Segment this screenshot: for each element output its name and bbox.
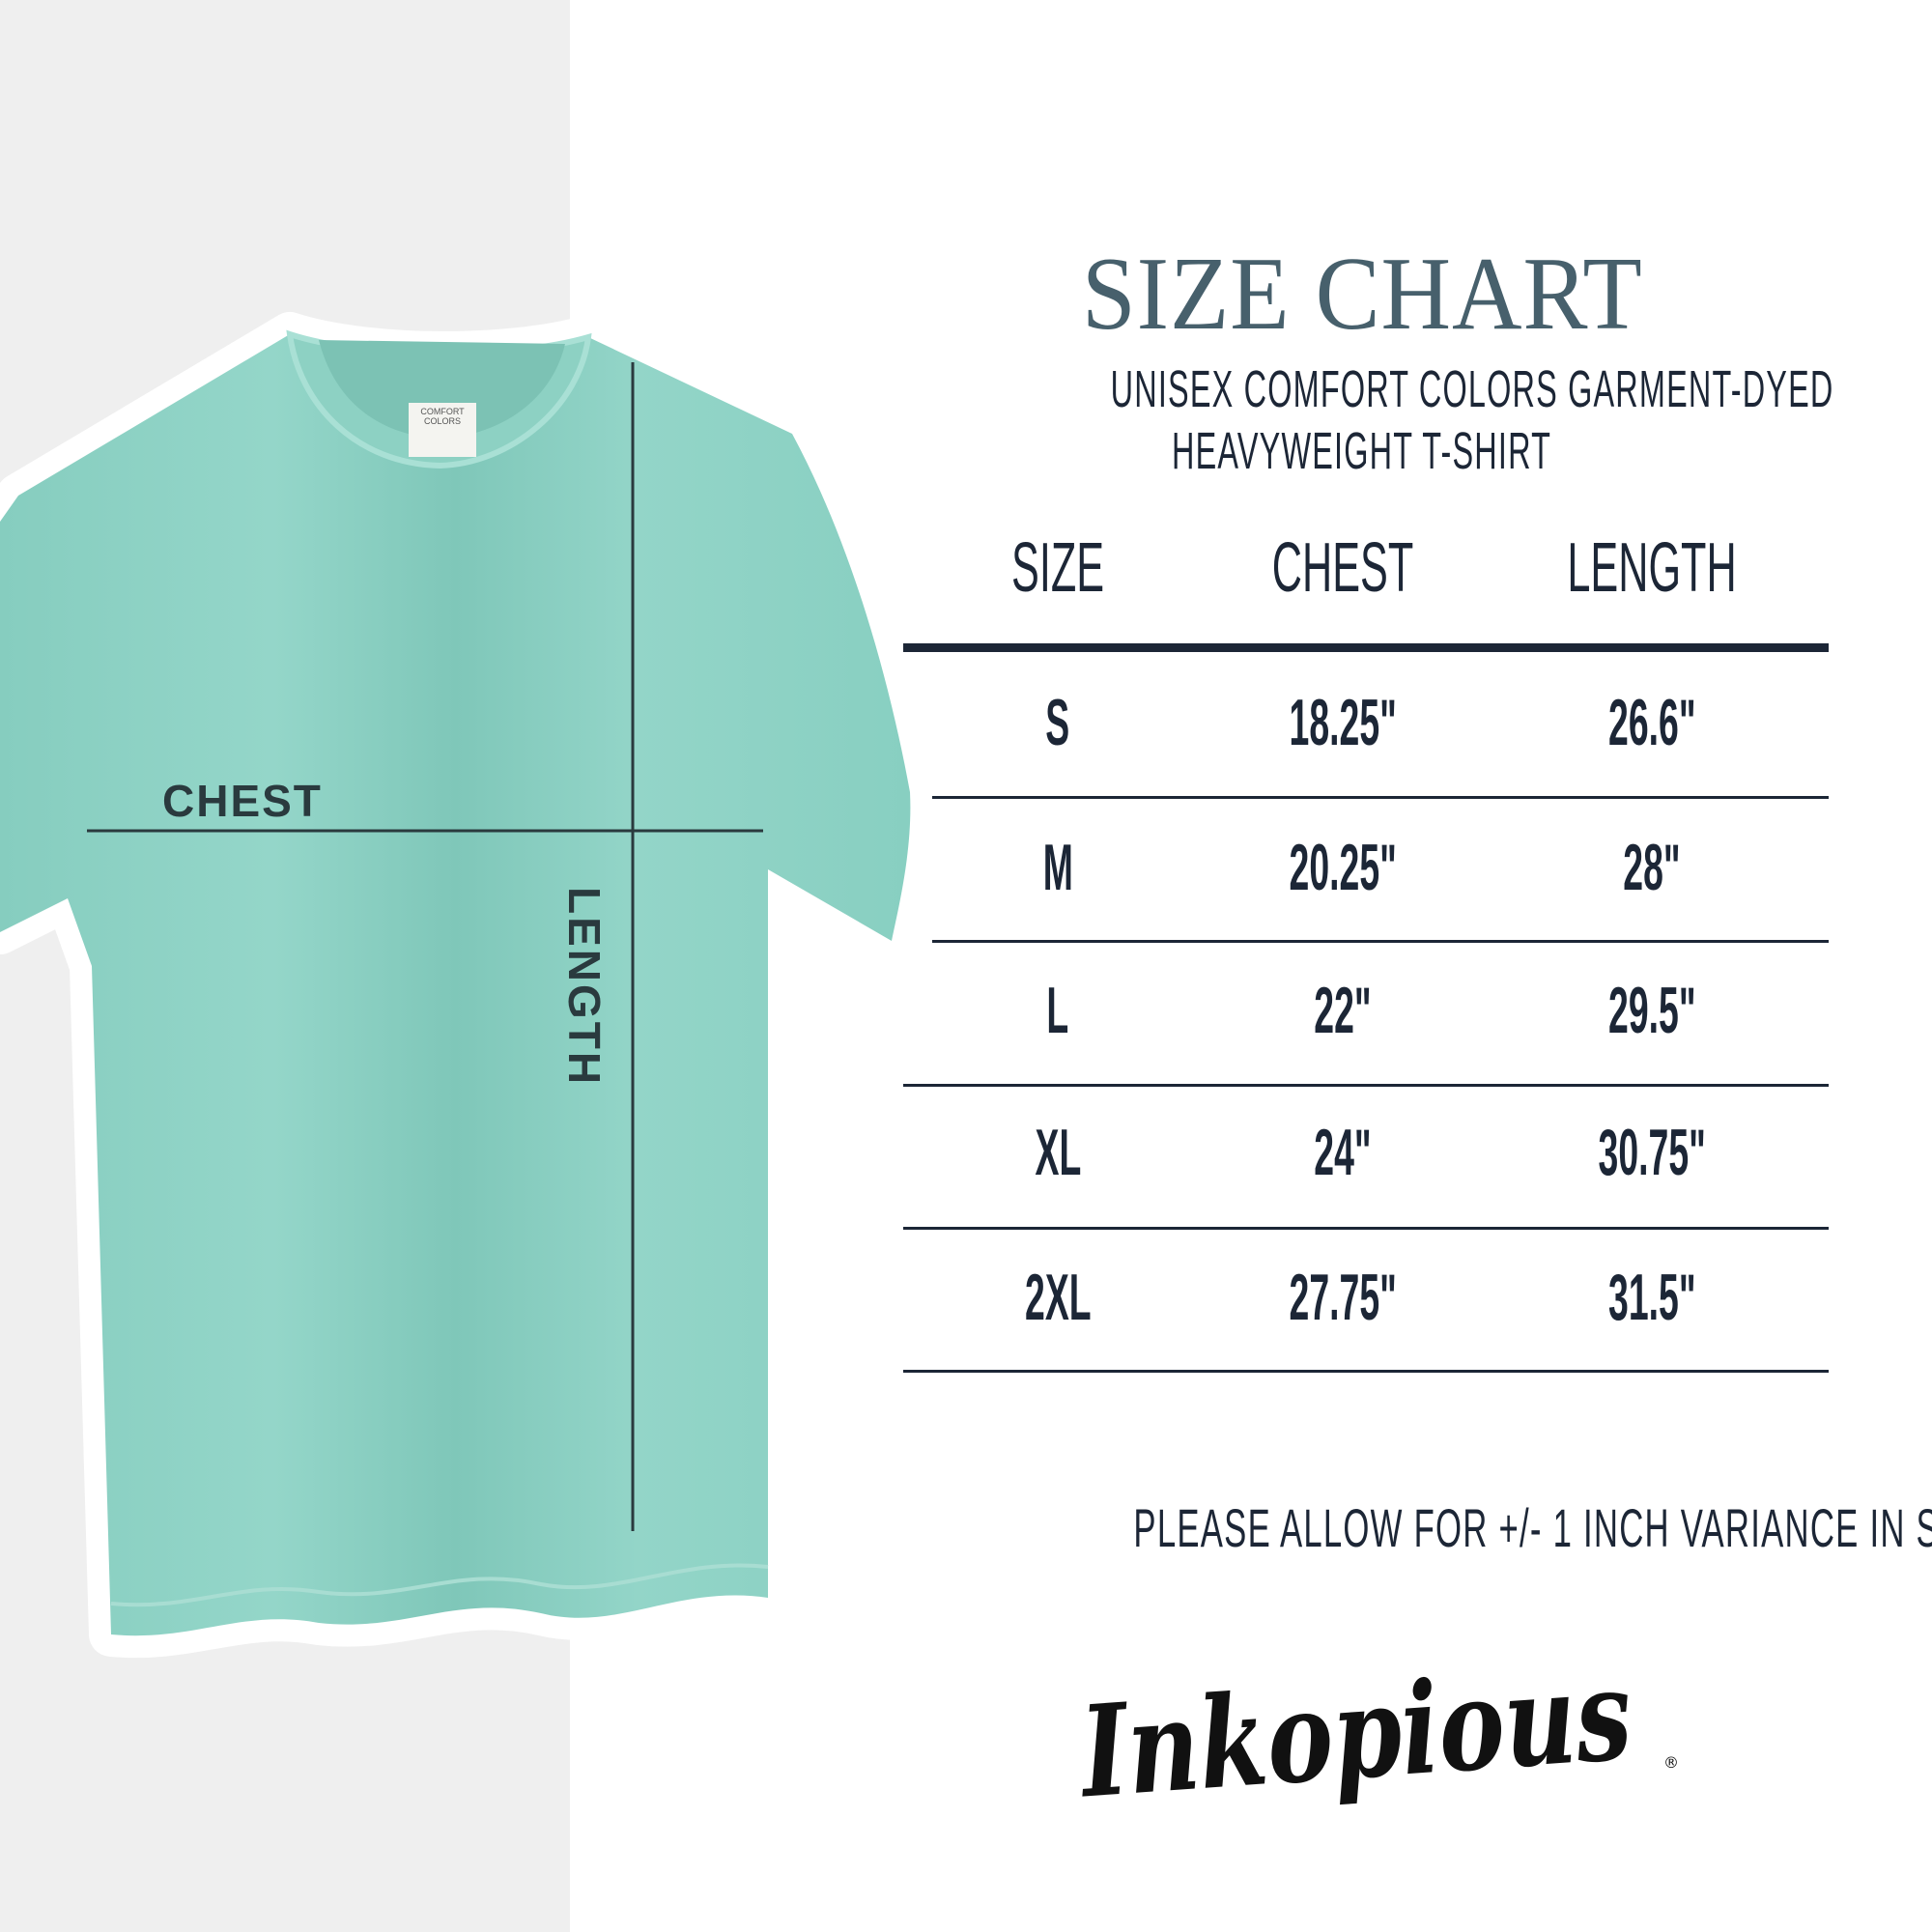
cell-size: M [1042,831,1073,904]
variance-note: PLEASE ALLOW FOR +/- 1 INCH VARIANCE IN … [1133,1497,1932,1558]
page-title: SIZE CHART [1081,237,1643,352]
row-divider [903,1084,1829,1087]
cell-chest: 18.25" [1289,686,1397,759]
brand-logo-text: Inkopious [1073,1640,1635,1826]
cell-size: 2XL [1024,1261,1092,1334]
shirt-body [0,334,911,1636]
row-divider [903,1227,1829,1230]
shirt-tag: COMFORT COLORS [409,403,476,457]
cell-length: 30.75" [1598,1116,1706,1189]
registered-mark: ® [1663,1753,1679,1772]
header-length: LENGTH [1567,529,1737,607]
header-size: SIZE [1010,529,1105,607]
cell-size: L [1046,974,1069,1047]
row-divider [932,940,1829,943]
cell-chest: 27.75" [1289,1261,1397,1334]
row-divider [903,1370,1829,1373]
cell-length: 31.5" [1607,1261,1696,1334]
cell-chest: 24" [1314,1116,1372,1189]
cell-size: XL [1035,1116,1081,1189]
cell-length: 28" [1623,831,1681,904]
cell-chest: 22" [1314,974,1372,1047]
header-divider [903,643,1829,652]
tshirt-illustration [0,329,911,1636]
cell-length: 26.6" [1607,686,1696,759]
brand-logo: Inkopious ® [1073,1640,1679,1826]
header-chest: CHEST [1271,529,1414,607]
subtitle-line-1: UNISEX COMFORT COLORS GARMENT-DYED [1110,360,1834,418]
cell-length: 29.5" [1607,974,1696,1047]
chest-label: CHEST [162,776,323,826]
subtitle-line-2: HEAVYWEIGHT T-SHIRT [1172,422,1552,480]
length-label: LENGTH [559,887,610,1088]
cell-size: S [1045,686,1070,759]
row-divider [932,796,1829,799]
shirt-neckline [319,340,565,439]
shirt-hem-stitch [110,1563,769,1607]
cell-chest: 20.25" [1289,831,1397,904]
